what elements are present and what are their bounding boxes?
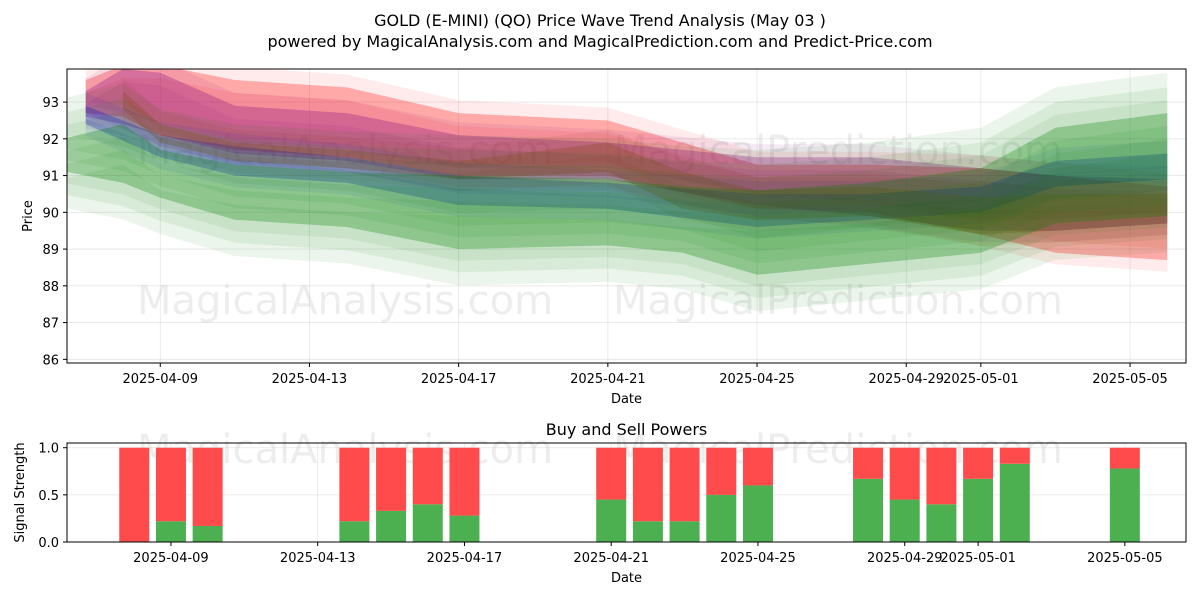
x-axis-label: Date <box>611 571 642 586</box>
wave-band-purple <box>85 69 1168 231</box>
buy-bar <box>963 478 994 542</box>
x-tick-label: 2025-04-13 <box>280 551 356 566</box>
x-tick-label: 2025-04-21 <box>570 372 646 387</box>
buy-bar <box>742 485 773 542</box>
wave-band-blue <box>85 92 1168 216</box>
watermark: MagicalAnalysis.com <box>137 278 553 324</box>
y-tick-label: 90 <box>42 206 59 221</box>
x-tick-label: 2025-04-17 <box>427 551 503 566</box>
wave-band-green <box>67 113 1168 275</box>
buy-bar <box>632 521 663 542</box>
x-tick-label: 2025-04-29 <box>867 551 943 566</box>
wave-band-green <box>67 126 1168 287</box>
bottom-chart-title: Buy and Sell Powers <box>546 420 708 439</box>
buy-bar <box>155 521 186 542</box>
wave-band-green <box>67 138 1168 298</box>
sell-bar <box>706 447 737 495</box>
y-axis-label: Price <box>21 200 36 232</box>
y-axis-label: Signal Strength <box>13 442 28 542</box>
buy-bar <box>192 525 223 542</box>
sell-bar <box>449 447 480 516</box>
wave-band-red <box>85 69 1168 261</box>
y-tick-label: 1.0 <box>38 442 59 457</box>
buy-bar <box>1109 468 1140 542</box>
sell-bar <box>192 447 223 526</box>
buy-bar <box>853 478 884 542</box>
x-tick-label: 2025-04-21 <box>573 551 649 566</box>
sell-bar <box>376 447 407 511</box>
sell-bar <box>339 447 370 522</box>
y-tick-label: 0.0 <box>38 536 59 551</box>
plot-frame <box>66 442 1187 543</box>
sell-bar <box>669 447 700 522</box>
buy-bar <box>449 515 480 542</box>
chart-subtitle: powered by MagicalAnalysis.com and Magic… <box>267 32 932 51</box>
watermark: MagicalPrediction.com <box>613 278 1063 324</box>
wave-band-green <box>67 153 1168 312</box>
x-tick-label: 2025-04-09 <box>122 372 198 387</box>
buy-bar <box>926 504 957 542</box>
y-tick-label: 0.5 <box>38 489 59 504</box>
x-tick-label: 2025-04-29 <box>868 372 944 387</box>
watermark: MagicalAnalysis.com <box>137 128 553 174</box>
price-wave-chart: MagicalAnalysis.com MagicalPrediction.com… <box>21 68 1187 407</box>
y-tick-label: 91 <box>42 170 59 185</box>
sell-bar <box>119 447 150 542</box>
y-tick-label: 92 <box>42 133 59 148</box>
y-tick-label: 86 <box>42 353 59 368</box>
wave-band-brown <box>123 78 1168 223</box>
buy-bar <box>669 521 700 542</box>
plot-frame <box>66 68 1187 364</box>
y-tick-label: 89 <box>42 243 59 258</box>
x-tick-label: 2025-05-01 <box>940 551 1016 566</box>
x-tick-label: 2025-05-05 <box>1087 551 1163 566</box>
chart-title: GOLD (E-MINI) (QO) Price Wave Trend Anal… <box>374 11 826 30</box>
buy-bar <box>596 499 627 542</box>
buy-sell-power-chart: Buy and Sell PowersMagicalAnalysis.comMa… <box>13 420 1187 586</box>
x-tick-label: 2025-05-01 <box>943 372 1019 387</box>
sell-bar <box>853 447 884 479</box>
wave-band-brown <box>123 91 1168 235</box>
sell-bar <box>926 447 957 505</box>
wave-band-green <box>67 72 1168 239</box>
y-tick-label: 93 <box>42 96 59 111</box>
sell-bar <box>412 447 443 505</box>
sell-bar <box>596 447 627 500</box>
buy-bar <box>376 510 407 542</box>
sell-bar <box>1109 447 1140 469</box>
wave-band-green <box>67 100 1168 264</box>
wave-band-blue <box>85 118 1168 239</box>
buy-bar <box>889 499 920 542</box>
sell-bar <box>963 447 994 479</box>
x-tick-label: 2025-04-25 <box>720 551 796 566</box>
x-tick-label: 2025-04-25 <box>719 372 795 387</box>
y-tick-label: 87 <box>42 317 59 332</box>
buy-bar <box>999 463 1030 542</box>
x-tick-label: 2025-04-17 <box>421 372 497 387</box>
wave-bands <box>67 69 1168 312</box>
wave-band-brown <box>123 103 1168 247</box>
sell-bar <box>155 447 186 522</box>
x-tick-label: 2025-04-13 <box>272 372 348 387</box>
watermark: MagicalPrediction.com <box>613 128 1063 174</box>
sell-bar <box>999 447 1030 464</box>
sell-bar <box>742 447 773 486</box>
wave-band-blue <box>85 105 1168 227</box>
wave-band-purple <box>85 69 1168 220</box>
wave-band-red <box>85 69 1168 249</box>
wave-band-purple <box>85 81 1168 243</box>
buy-bar <box>339 521 370 542</box>
sell-bar <box>889 447 920 500</box>
buy-bar <box>412 504 443 542</box>
y-tick-label: 88 <box>42 280 59 295</box>
wave-band-green <box>67 87 1168 252</box>
buy-bar <box>706 494 737 542</box>
sell-bar <box>632 447 663 522</box>
x-tick-label: 2025-05-05 <box>1092 372 1168 387</box>
wave-band-red <box>85 78 1168 272</box>
x-tick-label: 2025-04-09 <box>133 551 209 566</box>
x-axis-label: Date <box>611 392 642 407</box>
